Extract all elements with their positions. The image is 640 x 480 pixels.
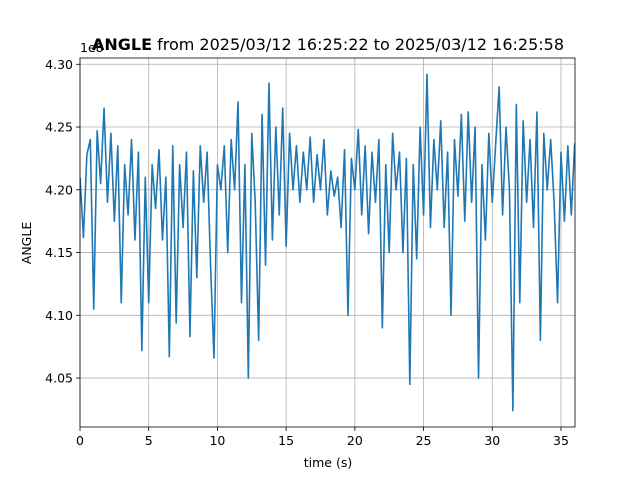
y-tick-label: 4.25: [45, 120, 73, 135]
y-axis-label: ANGLE: [19, 222, 34, 265]
x-tick-label: 20: [347, 433, 363, 448]
title-name: ANGLE: [92, 35, 152, 54]
x-tick-label: 35: [553, 433, 569, 448]
x-tick-label: 25: [416, 433, 432, 448]
x-tick-label: 5: [145, 433, 153, 448]
x-tick-label: 0: [76, 433, 84, 448]
plot-frame: [79, 57, 576, 428]
y-tick-label: 4.30: [45, 57, 73, 72]
y-tick-label: 4.10: [45, 308, 73, 323]
y-tick-label: 4.20: [45, 182, 73, 197]
data-line: [80, 73, 575, 412]
y-tick-label: 4.15: [45, 245, 73, 260]
title-text: from 2025/03/12 16:25:22 to 2025/03/12 1…: [157, 35, 564, 54]
x-tick-label: 30: [484, 433, 500, 448]
x-axis-label: time (s): [304, 455, 352, 470]
x-tick-label: 10: [209, 433, 225, 448]
y-tick-label: 4.05: [45, 371, 73, 386]
x-tick-label: 15: [278, 433, 294, 448]
chart-title: ANGLE from 2025/03/12 16:25:22 to 2025/0…: [92, 35, 564, 54]
offset-label: 1e8: [80, 40, 104, 55]
